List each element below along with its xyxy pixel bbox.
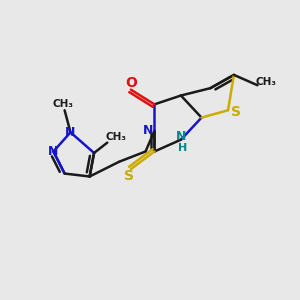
Text: N: N (65, 126, 76, 139)
Text: O: O (125, 76, 137, 90)
Text: CH₃: CH₃ (52, 99, 74, 109)
Text: CH₃: CH₃ (106, 132, 127, 142)
Text: S: S (124, 169, 134, 183)
Text: N: N (48, 145, 59, 158)
Text: S: S (231, 105, 241, 119)
Text: H: H (178, 143, 187, 153)
Text: CH₃: CH₃ (256, 77, 277, 87)
Text: N: N (176, 130, 186, 143)
Text: N: N (143, 124, 153, 137)
